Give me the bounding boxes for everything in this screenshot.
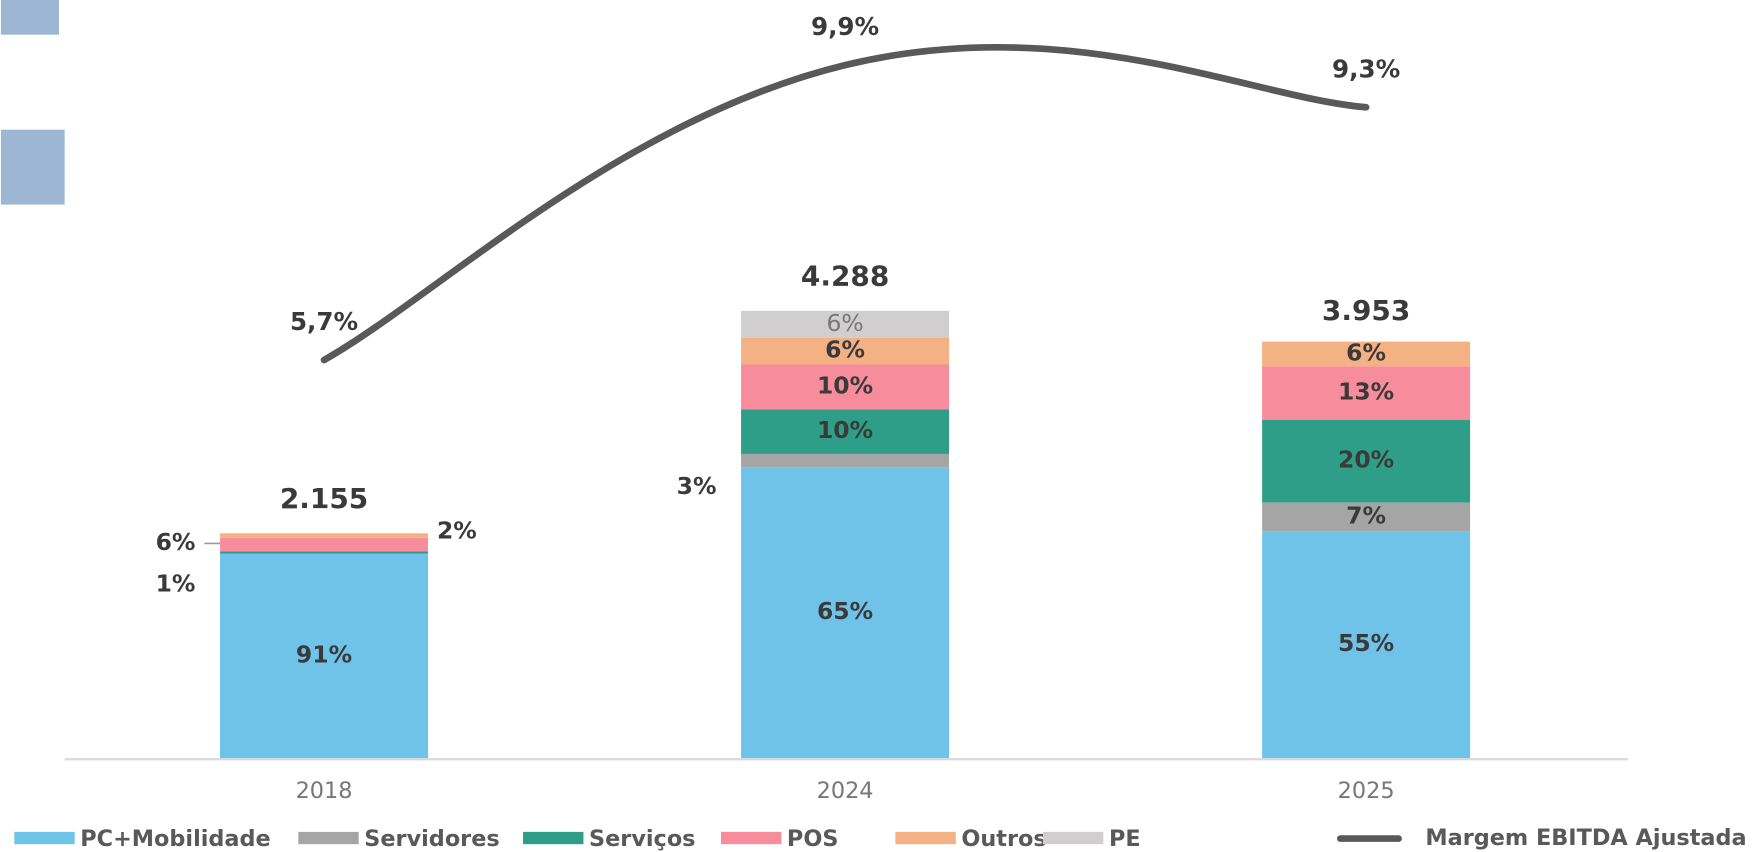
legend-swatch [720, 831, 782, 845]
segment-label: 2% [437, 517, 477, 545]
legend-swatch [298, 831, 359, 845]
segment-label: 65% [817, 597, 873, 625]
segment-label: 10% [817, 416, 873, 444]
bar-segment [220, 551, 429, 554]
bar-segment [741, 409, 950, 454]
bar-segment [1262, 502, 1471, 532]
line-label: 9,9% [811, 12, 879, 41]
total-label: 3.953 [1322, 294, 1410, 327]
bar-segment [1262, 341, 1471, 367]
bar-segment [220, 553, 429, 759]
legend-swatch [1042, 831, 1104, 845]
legend-label: POS [787, 826, 839, 852]
bar-segment [741, 310, 950, 338]
bar-segment [1262, 531, 1471, 759]
bar-segment [741, 337, 950, 365]
bar-segment [220, 537, 429, 552]
total-label: 4.288 [801, 259, 889, 292]
segment-label: 20% [1338, 446, 1394, 474]
margin-line [320, 43, 1370, 364]
bar-segment [1262, 366, 1471, 420]
segment-label: 6% [1346, 339, 1386, 367]
legend-label: Serviços [589, 826, 695, 852]
segment-label: 10% [817, 371, 873, 399]
legend-swatch [895, 831, 956, 845]
line-label: 9,3% [1332, 54, 1400, 83]
legend-swatch [14, 831, 75, 845]
bar-segment [1262, 419, 1471, 503]
segment-label: 13% [1338, 378, 1394, 406]
bar-segment [741, 467, 950, 759]
bar-segment [741, 364, 950, 410]
cropped-box [0, 129, 65, 205]
x-tick-label: 2024 [817, 778, 874, 804]
segment-label: 55% [1338, 629, 1394, 657]
x-tick-label: 2018 [296, 778, 353, 804]
segment-label: 6% [825, 336, 865, 364]
segment-label: 7% [1346, 501, 1386, 529]
legend-label: Margem EBITDA Ajustada [1425, 825, 1746, 851]
x-tick-label: 2025 [1338, 778, 1395, 804]
segment-label: 91% [296, 640, 352, 668]
segment-label: 3% [677, 472, 717, 500]
legend-label: PC+Mobilidade [80, 826, 270, 852]
segment-label: 6% [826, 309, 863, 337]
segment-label: 1% [156, 569, 196, 597]
total-label: 2.155 [280, 482, 368, 515]
legend-label: PE [1109, 826, 1141, 852]
legend-swatch [523, 831, 584, 845]
segment-label: 6% [156, 528, 196, 556]
line-label: 5,7% [290, 307, 358, 336]
bar-segment [220, 533, 429, 538]
bar-segment [741, 453, 950, 468]
legend-label: Servidores [364, 826, 499, 852]
cropped-box [0, 0, 60, 35]
legend-label: Outros [961, 826, 1046, 852]
